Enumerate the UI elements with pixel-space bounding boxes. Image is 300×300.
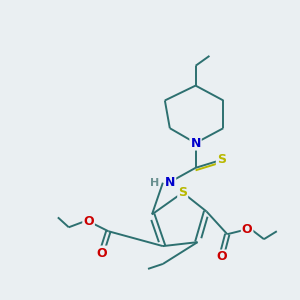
Text: H: H: [150, 178, 159, 188]
Text: O: O: [96, 247, 107, 260]
Text: N: N: [165, 176, 175, 189]
Text: O: O: [83, 215, 94, 228]
Text: O: O: [242, 223, 252, 236]
Text: N: N: [190, 136, 201, 150]
Text: S: S: [217, 153, 226, 167]
Text: S: S: [178, 186, 187, 199]
Text: O: O: [216, 250, 226, 263]
